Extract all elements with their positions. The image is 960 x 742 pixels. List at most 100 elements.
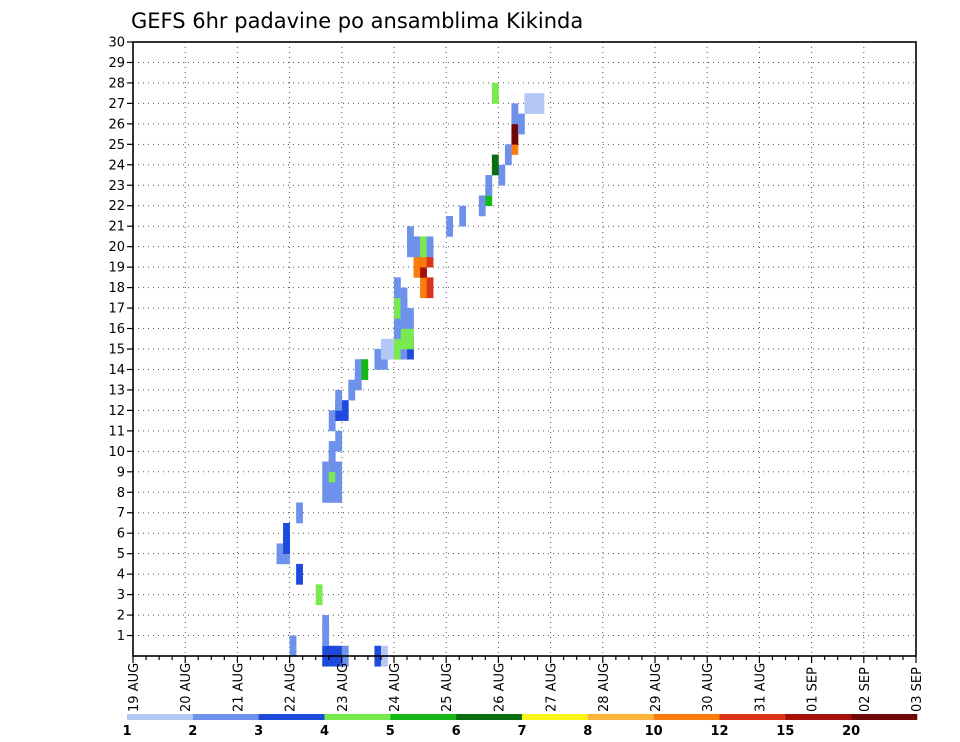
precip-cell <box>491 154 499 176</box>
precip-cell <box>504 144 512 166</box>
precip-cell <box>296 502 303 524</box>
precip-cell <box>426 236 434 258</box>
y-tick-label: 24 <box>108 158 125 173</box>
y-tick-label: 14 <box>108 363 125 378</box>
precip-cell <box>296 563 303 585</box>
grid-lines <box>133 42 916 656</box>
y-tick-label: 6 <box>117 527 125 542</box>
x-tick-label: 20 AUG <box>179 663 194 712</box>
x-tick-label: 25 AUG <box>440 663 455 712</box>
precip-cell <box>289 635 297 657</box>
y-tick-label: 3 <box>117 588 125 603</box>
y-tick-label: 28 <box>108 76 125 91</box>
legend-swatch <box>785 714 852 720</box>
x-tick-label: 23 AUG <box>336 663 351 712</box>
y-tick-label: 19 <box>108 261 125 276</box>
legend-swatch <box>127 714 194 720</box>
x-tick-label: 31 AUG <box>753 663 768 712</box>
precip-cell <box>394 338 401 360</box>
precip-cell <box>478 195 486 217</box>
precip-cell <box>537 93 545 114</box>
legend-swatch <box>456 714 523 720</box>
chart-title: GEFS 6hr padavine po ansamblima Kikinda <box>131 9 583 33</box>
y-tick-label: 12 <box>108 404 125 419</box>
x-tick-label: 28 AUG <box>597 663 612 712</box>
precip-cell <box>335 389 343 411</box>
precip-cell <box>380 338 388 360</box>
legend-swatch <box>192 714 259 720</box>
precip-cell <box>491 82 499 104</box>
precip-cell <box>394 318 401 340</box>
legend-label: 6 <box>452 724 461 739</box>
legend-label: 15 <box>776 724 794 739</box>
legend-label: 3 <box>254 724 263 739</box>
precip-cell <box>511 123 519 145</box>
precip-cell <box>283 522 290 544</box>
y-tick-label: 27 <box>108 97 125 112</box>
y-tick-label: 18 <box>108 281 125 296</box>
y-tick-label: 26 <box>108 117 125 132</box>
y-tick-label: 11 <box>108 424 125 439</box>
legend-label: 7 <box>517 724 526 739</box>
x-tick-label: 30 AUG <box>701 663 716 712</box>
x-axis: 19 AUG 20 AUG 21 AUG 22 AUG 23 AUG 24 AUG 25 A… <box>127 656 925 712</box>
y-tick-label: 16 <box>108 322 125 337</box>
legend-swatch <box>324 714 391 720</box>
precip-cell <box>322 461 330 483</box>
legend-swatch <box>653 714 720 720</box>
precip-cell <box>517 113 525 135</box>
precip-cell <box>348 379 356 401</box>
x-tick-label: 29 AUG <box>649 663 664 712</box>
y-tick-label: 4 <box>117 568 125 583</box>
y-tick-label: 15 <box>108 343 125 358</box>
precip-cell <box>394 277 401 299</box>
y-tick-label: 17 <box>108 302 125 317</box>
y-tick-label: 22 <box>108 199 125 214</box>
precip-cell <box>485 175 493 196</box>
precip-cell <box>400 328 408 350</box>
legend-label: 2 <box>188 724 197 739</box>
precip-cell <box>328 410 336 432</box>
precip-cell <box>374 349 382 370</box>
y-tick-label: 2 <box>117 609 125 624</box>
legend-label: 10 <box>645 724 663 739</box>
x-tick-label: 22 AUG <box>284 663 299 712</box>
precip-cell <box>511 103 519 125</box>
precip-cell <box>420 236 427 258</box>
ensemble-cells <box>276 82 545 667</box>
precip-cell <box>387 338 395 360</box>
y-tick-label: 25 <box>108 138 125 153</box>
x-tick-label: 21 AUG <box>231 663 246 712</box>
precip-cell <box>354 359 362 380</box>
legend-label: 20 <box>842 724 860 739</box>
precip-cell <box>407 328 414 350</box>
precip-cell <box>420 277 427 299</box>
precip-cell <box>328 441 336 462</box>
precip-cell <box>426 277 434 299</box>
precip-cell <box>524 93 532 114</box>
legend-swatch <box>851 714 918 720</box>
y-tick-label: 10 <box>108 445 125 460</box>
x-tick-label: 01 SEP <box>806 667 821 712</box>
precip-cell <box>328 482 336 503</box>
legend-label: 4 <box>320 724 329 739</box>
precip-cell <box>400 287 408 309</box>
legend-label: 8 <box>583 724 592 739</box>
x-tick-label: 03 SEP <box>910 667 925 712</box>
precip-cell <box>413 236 421 258</box>
x-tick-label: 27 AUG <box>545 663 560 712</box>
y-tick-label: 21 <box>108 220 125 235</box>
precip-cell <box>335 430 343 452</box>
legend-swatch <box>587 714 654 720</box>
precip-cell <box>322 615 330 636</box>
legend-swatch <box>258 714 325 720</box>
y-tick-label: 7 <box>117 506 125 521</box>
y-tick-label: 30 <box>108 36 125 51</box>
precip-cell <box>335 461 343 483</box>
precip-cell <box>531 93 538 114</box>
legend-swatch <box>522 714 589 720</box>
y-tick-label: 13 <box>108 383 125 398</box>
precip-cell <box>315 584 323 606</box>
y-tick-label: 20 <box>108 240 125 255</box>
y-tick-label: 9 <box>117 465 125 480</box>
